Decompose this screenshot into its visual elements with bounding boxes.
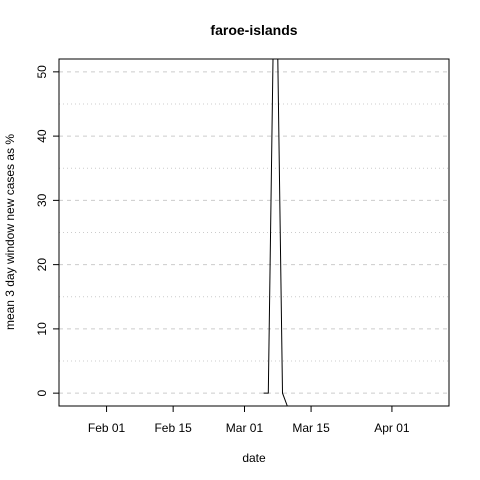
y-tick-label: 20	[35, 258, 49, 272]
y-tick-label: 0	[35, 389, 49, 396]
y-tick-label: 40	[35, 129, 49, 143]
x-tick-label: Feb 15	[154, 421, 192, 435]
x-tick-label: Feb 01	[88, 421, 126, 435]
x-tick-label: Mar 01	[226, 421, 264, 435]
x-axis-label: date	[242, 451, 266, 465]
x-axis: Feb 01 Feb 15 Mar 01 Mar 15 Apr 01	[88, 406, 410, 435]
chart-title: faroe-islands	[210, 22, 297, 38]
y-tick-label: 30	[35, 193, 49, 207]
y-axis-label: mean 3 day window new cases as %	[3, 134, 17, 330]
x-tick-label: Mar 15	[292, 421, 330, 435]
y-tick-label: 10	[35, 322, 49, 336]
y-tick-label: 50	[35, 65, 49, 79]
grid	[59, 71, 449, 394]
y-axis: 0 10 20 30 40 50	[35, 65, 59, 396]
plot-frame	[58, 58, 450, 407]
x-tick-label: Apr 01	[374, 421, 410, 435]
